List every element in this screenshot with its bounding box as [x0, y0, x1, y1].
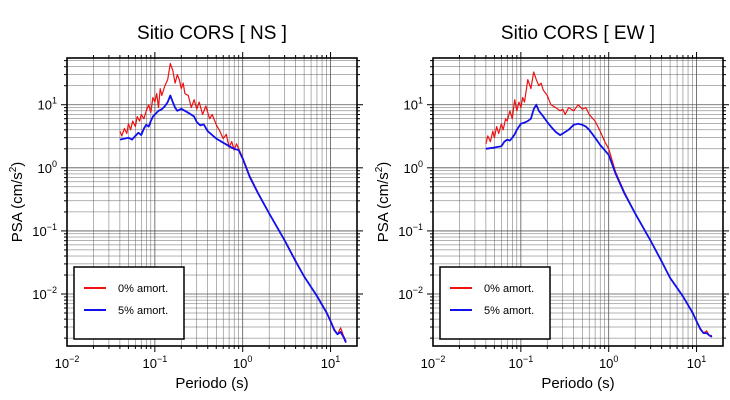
y-tick-label: 100 [38, 159, 57, 176]
legend-label: 0% amort. [484, 283, 534, 295]
x-tick-label: 10−1 [508, 354, 533, 371]
y-tick-label: 10−2 [398, 285, 423, 302]
x-tick-label: 10−2 [55, 354, 80, 371]
plot-frame [432, 57, 724, 347]
y-axis-label: PSA (cm/s2) [374, 162, 392, 243]
x-tick-label: 101 [687, 354, 706, 371]
chart-panel-ns: 10−2 10−1 100 101 10−2 10−1 100 101 Sitio CORS [… [8, 23, 363, 392]
y-tick-label: 10−2 [32, 285, 57, 302]
x-tick-label: 101 [321, 354, 340, 371]
plot-frame [66, 57, 358, 347]
series-line-5pct [119, 94, 347, 343]
x-axis-label: Periodo (s) [541, 375, 614, 392]
chart-title: Sitio CORS [ EW ] [501, 23, 655, 44]
x-tick-label: 10−1 [142, 354, 167, 371]
y-tick-label: 10−1 [32, 222, 57, 239]
y-tick-label: 101 [38, 96, 57, 113]
x-tick-label: 100 [599, 354, 618, 371]
legend-label: 0% amort. [118, 283, 168, 295]
y-tick-label: 10−1 [398, 222, 423, 239]
ticks [61, 52, 363, 352]
x-tick-label: 10−2 [421, 354, 446, 371]
y-tick-label: 101 [404, 96, 423, 113]
legend-box [73, 266, 185, 340]
x-axis-label: Periodo (s) [175, 375, 248, 392]
series-group [119, 62, 347, 343]
legend-label: 5% amort. [118, 305, 168, 317]
series-line-5pct [485, 103, 713, 338]
legend-box [439, 266, 551, 340]
y-axis-label: PSA (cm/s2) [8, 162, 26, 243]
ticks [427, 52, 729, 352]
series-group [485, 71, 713, 338]
legend: 0% amort. 5% amort. [73, 266, 185, 340]
y-tick-label: 100 [404, 159, 423, 176]
x-tick-label: 100 [233, 354, 252, 371]
legend-label: 5% amort. [484, 305, 534, 317]
chart-title: Sitio CORS [ NS ] [137, 23, 287, 44]
legend: 0% amort. 5% amort. [439, 266, 551, 340]
chart-panel-ew: 10−2 10−1 100 101 10−2 10−1 100 101 Sitio CORS [… [374, 23, 729, 392]
